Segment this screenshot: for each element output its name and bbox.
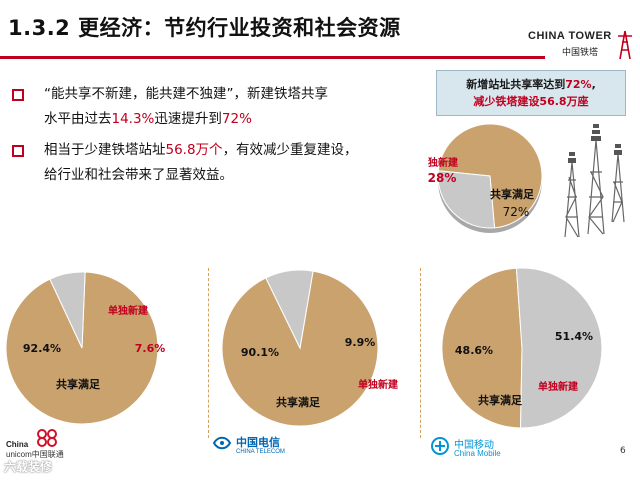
pie-label-single: 单独新建 — [538, 380, 579, 393]
logo-chinese-text: 中国铁塔 — [562, 48, 599, 58]
unicom-name-en: China — [6, 440, 29, 449]
pie-slice-single — [515, 267, 603, 428]
pie-label-single: 单独新建 — [358, 378, 399, 391]
pie-slice-single — [49, 271, 86, 349]
pie-label-shared: 共享满足 — [478, 393, 523, 407]
bullet-1-text: 水平由过去 — [44, 111, 112, 127]
callout-comma: , — [591, 78, 596, 91]
china-unicom-logo: China unicom中国联通 — [6, 428, 86, 464]
towers-illustration — [564, 124, 625, 238]
pie-label-shared: 共享满足 — [276, 395, 321, 409]
mobile-sharing-pie-chart: 单独新建 51.4% 共享满足 48.6% — [441, 267, 603, 428]
pie-label-single: 单独新建 — [108, 304, 149, 317]
mobile-name-cn: 中国移动 — [454, 440, 494, 451]
china-mobile-logo: 中国移动 China Mobile — [426, 428, 526, 464]
bullet-2-post: ，有效减少重复建设， — [222, 142, 358, 158]
pie-value-shared: 48.6% — [455, 344, 493, 357]
highlight-72: 72% — [221, 111, 252, 127]
callout-text: 新增站址共享率达到 — [466, 78, 566, 91]
pie-slice-shared — [441, 267, 523, 428]
china-mobile-logo-icon — [431, 437, 449, 455]
callout-line-1: 新增站址共享率达到72%, — [437, 76, 625, 93]
unicom-sharing-pie-chart: 单独新建 7.6% 共享满足 92.4% — [5, 271, 166, 425]
pie-label-single: 单独新建 — [428, 156, 459, 169]
pie-value-shared: 92.4% — [23, 342, 61, 355]
highlight-14-3: 14.3% — [111, 111, 155, 127]
pie-value-single: 28% — [428, 171, 456, 185]
slide-header: 1.3.2 更经济：节约行业投资和社会资源 CHINA TOWER 中国铁塔 — [0, 0, 640, 62]
watermark: 六载装修 — [4, 460, 53, 474]
callout-highlight: 72% — [565, 78, 592, 91]
china-unicom-logo-icon — [37, 429, 57, 447]
telecom-sharing-pie-chart: 单独新建 9.9% 共享满足 90.1% — [221, 270, 399, 427]
callout-line-2: 减少铁塔建设56.8万座 — [473, 95, 589, 108]
china-telecom-logo-icon — [212, 436, 232, 450]
logo-english-text: CHINA TOWER — [528, 30, 612, 42]
telecom-name-cn: 中国电信 — [236, 437, 280, 449]
overall-sharing-pie-chart: 单独新建 28% 共享满足 72% — [428, 123, 543, 233]
page-number: 6 — [620, 446, 626, 456]
highlight-568k: 56.8万个 — [165, 142, 223, 158]
bullet-2-line-1: 相当于少建铁塔站址56.8万个，有效减少重复建设， — [44, 138, 412, 163]
pie-label-shared: 共享满足 — [490, 187, 535, 201]
mobile-name-en: China Mobile — [454, 449, 501, 458]
bullet-item-sharing: “能共享不新建，能共建不独建”，新建铁塔共享 水平由过去14.3%迅速提升到72… — [12, 82, 412, 132]
bullet-1-mid: 迅速提升到 — [154, 111, 222, 127]
china-tower-logo: CHINA TOWER 中国铁塔 — [528, 28, 636, 62]
pie-slice-single — [437, 170, 496, 229]
telecom-name-en: CHINA TELECOM — [236, 449, 285, 455]
pie-value-single: 7.6% — [135, 342, 166, 355]
pie-label-shared: 共享满足 — [56, 377, 101, 391]
bullet-list: “能共享不新建，能共建不独建”，新建铁塔共享 水平由过去14.3%迅速提升到72… — [12, 82, 412, 188]
chart-separator — [420, 268, 422, 438]
bullet-square-icon — [12, 89, 24, 101]
title-underline — [0, 56, 545, 59]
pie-value-shared: 90.1% — [241, 346, 279, 359]
pie-value-shared: 72% — [503, 205, 530, 219]
bullet-square-icon — [12, 145, 24, 157]
unicom-name: unicom中国联通 — [6, 450, 64, 459]
sharing-rate-callout: 新增站址共享率达到72%, 减少铁塔建设56.8万座 — [436, 70, 626, 116]
bullet-1-line-2: 水平由过去14.3%迅速提升到72% — [44, 107, 412, 132]
tower-logo-icon — [618, 30, 632, 60]
chart-separator — [208, 268, 210, 438]
bullet-1-line-1: “能共享不新建，能共建不独建”，新建铁塔共享 — [44, 86, 328, 102]
pie-value-single: 9.9% — [345, 336, 376, 349]
pie-value-single: 51.4% — [555, 330, 593, 343]
bullet-2-line-2: 给行业和社会带来了显著效益。 — [44, 167, 233, 183]
pie-slice-single — [265, 270, 314, 350]
china-telecom-logo: 中国电信 CHINA TELECOM — [212, 428, 292, 464]
page-title: 1.3.2 更经济：节约行业投资和社会资源 — [8, 16, 401, 40]
bullet-2-text: 相当于少建铁塔站址 — [44, 142, 166, 158]
bullet-item-savings: 相当于少建铁塔站址56.8万个，有效减少重复建设， 给行业和社会带来了显著效益。 — [12, 138, 412, 188]
